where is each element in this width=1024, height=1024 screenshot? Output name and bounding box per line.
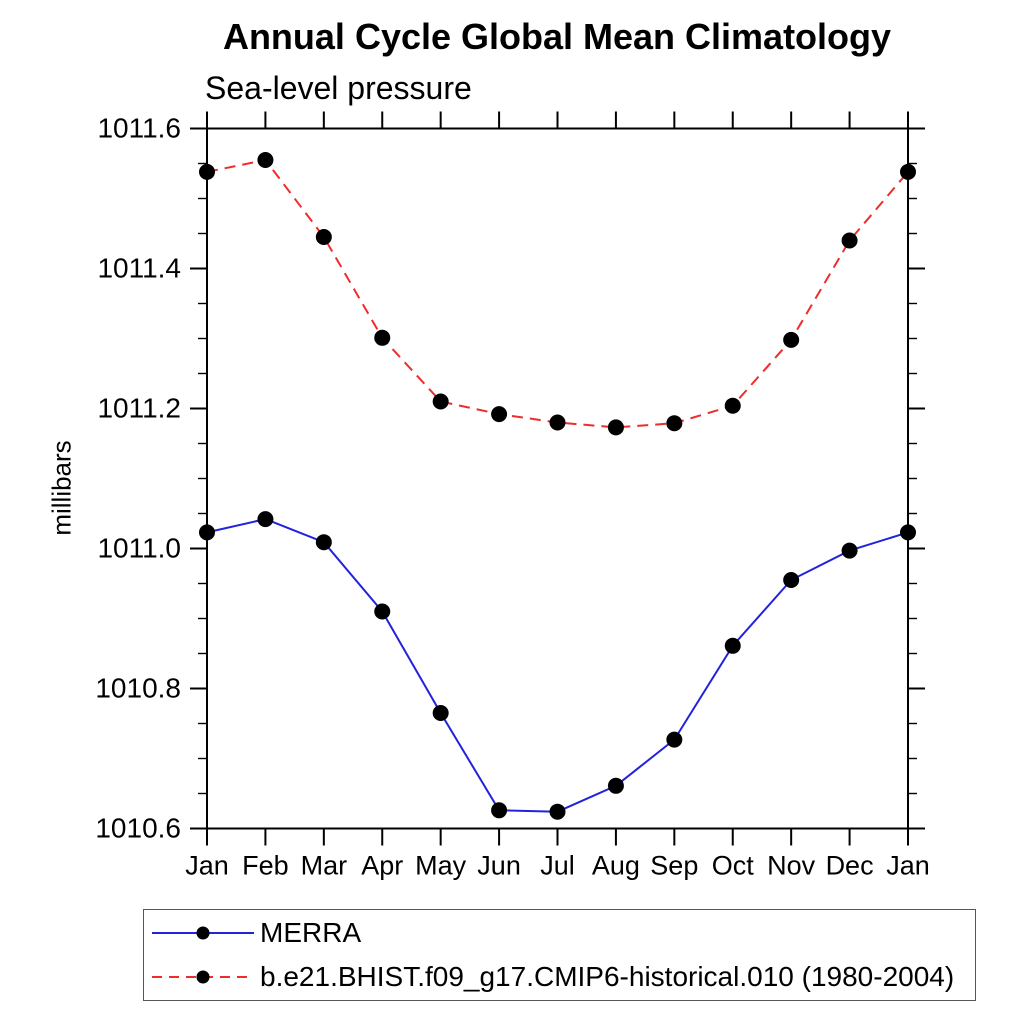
x-tick-label: May (415, 851, 467, 881)
data-point (900, 524, 916, 541)
x-tick-label: Apr (361, 851, 403, 881)
data-point (432, 393, 449, 410)
data-point (374, 329, 391, 346)
data-point (491, 802, 508, 819)
x-tick-label: Jan (185, 851, 229, 881)
data-point (432, 705, 449, 721)
data-point (666, 731, 683, 748)
x-tick-label: Feb (242, 851, 289, 881)
data-point (199, 163, 215, 180)
x-tick-label: Jun (477, 851, 521, 881)
data-point (549, 414, 566, 431)
x-tick-label: Sep (650, 851, 698, 881)
y-tick-label: 1011.4 (97, 253, 181, 284)
data-point (257, 152, 274, 168)
data-point (783, 331, 800, 348)
legend-label-model: b.e21.BHIST.f09_g17.CMIP6-historical.010… (260, 961, 955, 992)
data-point (374, 603, 391, 620)
data-point (841, 542, 858, 559)
data-point (841, 232, 858, 249)
x-tick-label: Jan (886, 851, 930, 881)
y-tick-label: 1011.6 (97, 113, 181, 144)
x-tick-label: Mar (301, 851, 348, 881)
data-point (315, 534, 332, 551)
series-line-0 (206, 518, 909, 813)
model-line-sample (152, 970, 254, 984)
y-tick-label: 1010.6 (95, 813, 181, 844)
legend-item-model: b.e21.BHIST.f09_g17.CMIP6-historical.010… (144, 955, 975, 999)
x-tick-label: Dec (826, 851, 874, 881)
legend-item-merra: MERRA (144, 911, 975, 955)
data-point (607, 419, 624, 436)
chart-title: Annual Cycle Global Mean Climatology (222, 16, 892, 57)
series-line-1 (206, 158, 909, 429)
data-point (783, 572, 800, 588)
data-point (666, 415, 683, 432)
y-tick-label: 1010.8 (95, 673, 181, 704)
data-point (257, 511, 274, 528)
x-tick-label: Oct (712, 851, 755, 881)
chart-subtitle: Sea-level pressure (205, 70, 472, 106)
plot-area: Jan Feb Mar Apr May Jun Jul Aug Sep Oct Nov Dec Jan1… (95, 111, 930, 881)
data-point (491, 406, 508, 423)
data-point (724, 637, 741, 654)
data-point (199, 524, 215, 541)
x-tick-label: Aug (592, 851, 640, 881)
legend: MERRA b.e21.BHIST.f09_g17.CMIP6-historic… (143, 909, 976, 1001)
x-tick-label: Nov (767, 851, 816, 881)
data-point (549, 803, 566, 820)
x-tick-label: Jul (540, 851, 575, 881)
data-point (607, 777, 624, 794)
legend-label-merra: MERRA (260, 917, 362, 948)
merra-line-sample (152, 926, 254, 940)
y-tick-label: 1011.0 (97, 533, 181, 564)
data-point (315, 229, 332, 245)
data-point (900, 163, 916, 180)
data-point (724, 397, 741, 414)
y-tick-label: 1011.2 (97, 393, 181, 424)
